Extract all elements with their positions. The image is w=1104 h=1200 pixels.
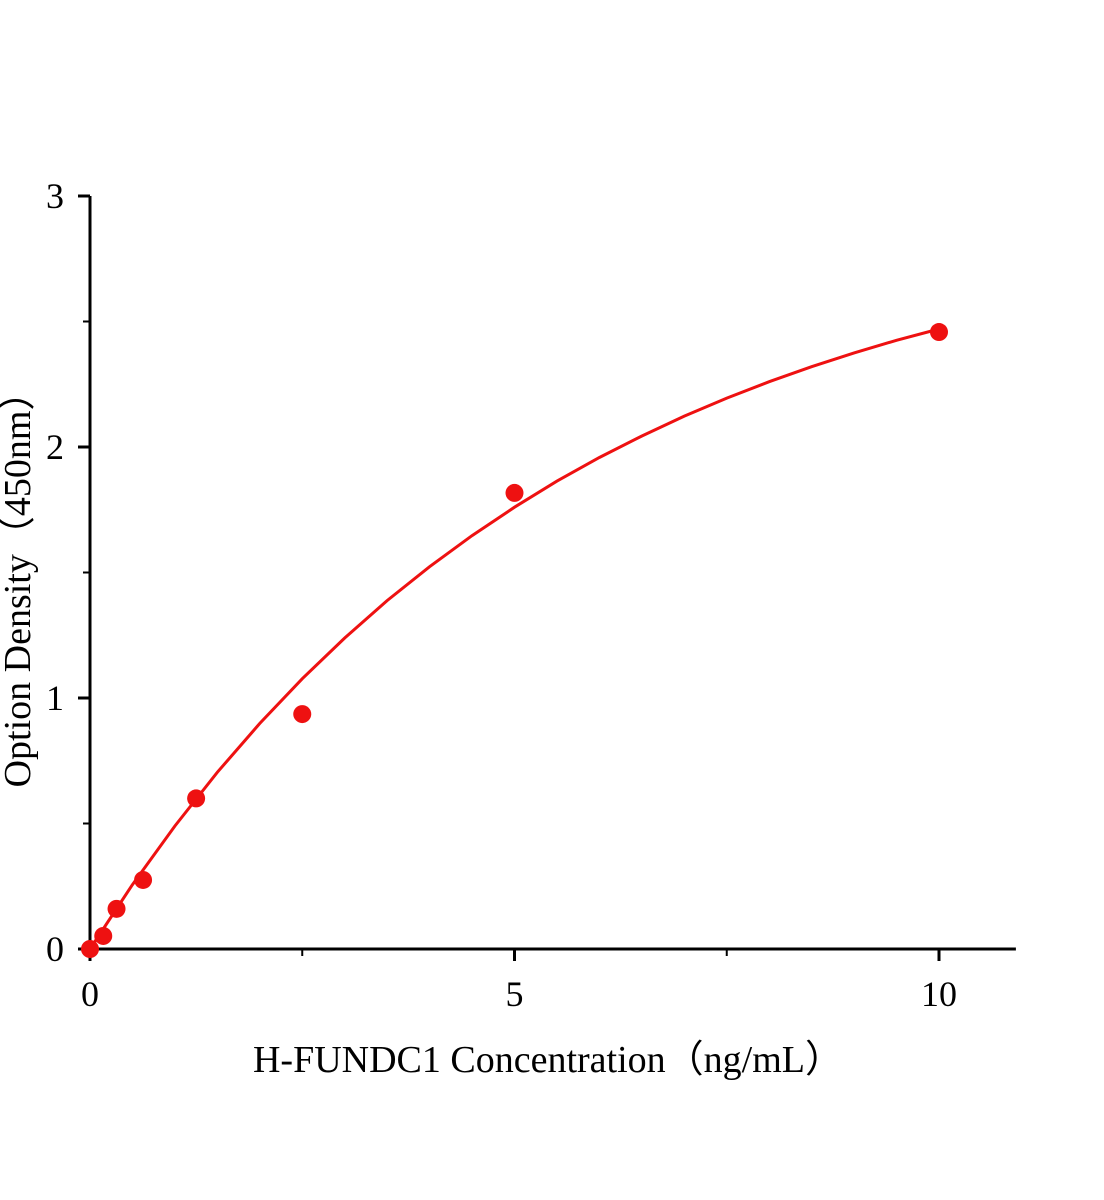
x-tick-label: 10	[921, 974, 957, 1014]
data-point	[505, 483, 524, 502]
data-point	[107, 899, 126, 918]
data-point	[81, 940, 99, 958]
y-tick-label: 1	[46, 678, 64, 718]
y-tick-label: 3	[46, 176, 64, 216]
data-point	[134, 870, 153, 889]
y-tick-label: 2	[46, 427, 64, 467]
data-point	[293, 705, 312, 724]
x-axis-label: H-FUNDC1 Concentration（ng/mL）	[253, 1039, 843, 1081]
fit-curve	[88, 327, 940, 950]
y-tick-label: 0	[46, 929, 64, 969]
x-tick-label: 0	[81, 974, 99, 1014]
data-point	[930, 323, 948, 342]
data-point	[94, 926, 113, 945]
y-axis-label: Option Density（450nm）	[0, 373, 39, 788]
plot-area: 0 5 10 0 1 2 3	[46, 176, 1016, 1014]
x-tick-label: 5	[506, 974, 524, 1014]
data-point	[187, 789, 206, 808]
